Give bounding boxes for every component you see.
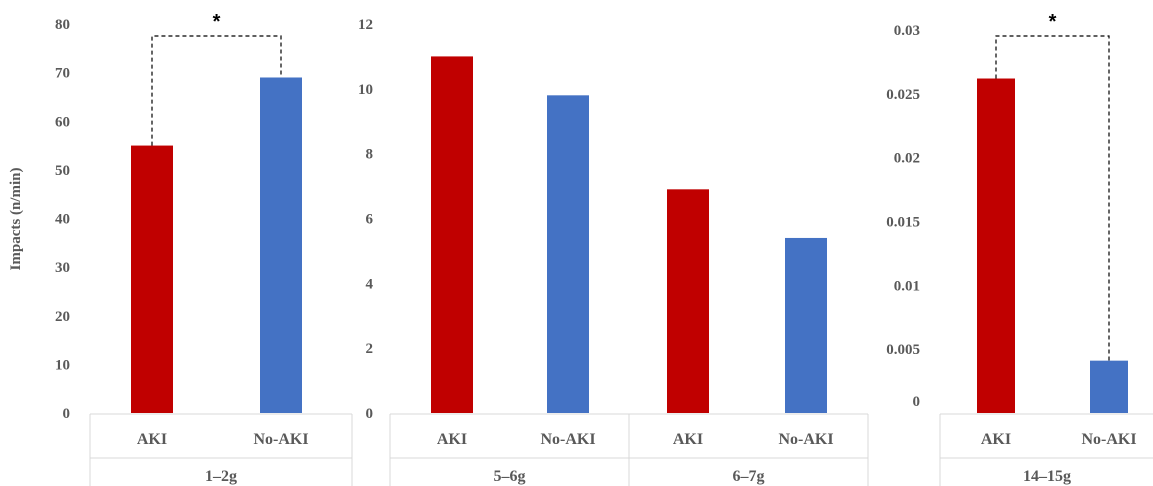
panel-2-ytick-6: 6	[366, 212, 374, 228]
panel-2-bar-no-aki-2	[785, 237, 827, 413]
panel-2-ytick-10: 10	[358, 82, 373, 98]
panel-2-category-label: No-AKI	[778, 431, 833, 448]
panel-1-category-label: AKI	[137, 431, 167, 448]
panel-2-ytick-12: 12	[358, 17, 373, 33]
panel-1-ytick-50: 50	[55, 163, 70, 179]
panel-1-ytick-20: 20	[55, 309, 70, 325]
panel-2-category-label: No-AKI	[540, 431, 595, 448]
panel-3-ytick-0.02: 0.02	[894, 151, 920, 167]
panel-2-ytick-2: 2	[366, 341, 374, 357]
panel-1-ytick-30: 30	[55, 260, 70, 276]
panel-1-ytick-70: 70	[55, 66, 70, 82]
panel-3-ytick-0.005: 0.005	[886, 342, 920, 358]
panel-2-category-label: AKI	[673, 431, 703, 448]
panel-2-ytick-0: 0	[366, 406, 374, 422]
panel-2-bar-no-aki-1	[547, 95, 589, 414]
panel-1-category-label: No-AKI	[253, 431, 308, 448]
panel-2-bar-aki-2	[667, 189, 709, 413]
panel-3-ytick-0.025: 0.025	[886, 87, 920, 103]
panel-1-significance-bracket	[151, 35, 282, 146]
panel-2-ytick-8: 8	[366, 147, 374, 163]
panel-2-group-label: 5–6g	[494, 468, 526, 485]
panel-1-bar-no-aki-1	[260, 77, 302, 414]
panel-2-group-label: 6–7g	[733, 468, 765, 485]
panel-1-ytick-60: 60	[55, 114, 70, 130]
panel-3-significance-star: *	[1049, 11, 1057, 33]
panel-1-ytick-80: 80	[55, 17, 70, 33]
panel-1-bar-aki-1	[131, 145, 173, 413]
panel-1-group-label: 1–2g	[205, 468, 237, 485]
panel-2-category-label: AKI	[437, 431, 467, 448]
panel-3-bar-no-aki-1	[1090, 360, 1128, 413]
panel-3-ytick-0.03: 0.03	[894, 23, 920, 39]
panel-1-ytick-10: 10	[55, 357, 70, 373]
panel-3-ytick-0.015: 0.015	[886, 215, 920, 231]
panel-1-significance-star: *	[213, 11, 221, 33]
panel-3-category-label: AKI	[981, 431, 1011, 448]
panel-3-significance-bracket	[995, 35, 1110, 361]
panel-3-bar-aki-1	[977, 78, 1015, 413]
panel-1-y-axis-label: Impacts (n/min)	[8, 168, 24, 271]
panel-2-ytick-4: 4	[366, 276, 374, 292]
panel-1-ytick-0: 0	[63, 406, 71, 422]
panel-3-ytick-0: 0	[913, 394, 921, 410]
panel-3-category-label: No-AKI	[1081, 431, 1136, 448]
panel-1-ytick-40: 40	[55, 212, 70, 228]
panel-3-ytick-0.01: 0.01	[894, 278, 920, 294]
panel-3-group-label: 14–15g	[1023, 468, 1071, 485]
panel-2-bar-aki-1	[431, 56, 473, 414]
